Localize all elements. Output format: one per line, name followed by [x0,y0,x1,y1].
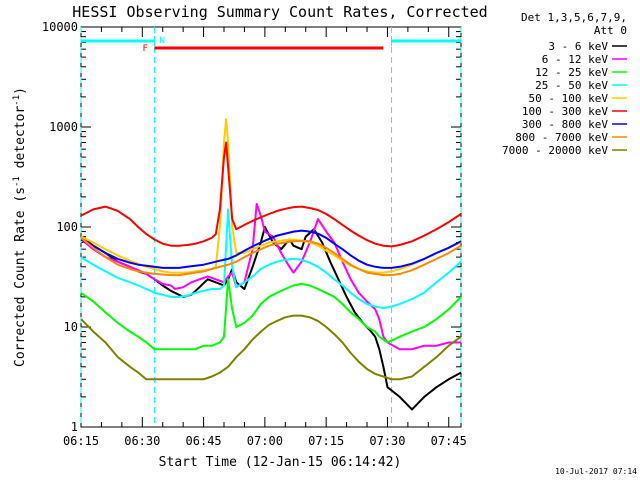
x-tick-label: 07:30 [369,434,405,448]
legend-item-label: 300 - 800 keV [522,118,608,131]
x-tick-label: 06:30 [124,434,160,448]
y-axis-label-mid: detector [13,106,28,177]
series-line-0 [80,226,462,411]
legend-header-detectors: Det 1,3,5,6,7,9, [521,11,627,24]
x-tick-label: 07:15 [308,434,344,448]
y-axis-label-main: Corrected Count Rate (s [13,187,28,367]
legend-item-label: 7000 - 20000 keV [502,144,608,157]
legend-item-label: 800 - 7000 keV [515,131,608,144]
y-tick-label: 10000 [42,20,78,34]
legend-item-label: 50 - 100 keV [529,92,609,105]
series-line-6 [80,229,462,269]
series-line-7 [80,237,462,277]
footer-timestamp: 10-Jul-2017 07:14 [555,467,637,476]
x-tick-label: 06:15 [63,434,99,448]
x-tick-label: 07:45 [431,434,467,448]
series-line-4 [80,118,462,274]
series-line-5 [80,141,462,248]
axis-ticks [80,26,461,428]
night-flag-label: N [160,36,165,46]
y-tick-label: 1 [71,420,78,434]
x-tick-labels: 06:15 06:30 06:45 07:00 07:15 07:30 07:45 [63,434,467,448]
x-axis-label: Start Time (12-Jan-15 06:14:42) [159,455,402,470]
chart-title: HESSI Observing Summary Count Rates, Cor… [72,3,487,21]
x-tick-label: 06:45 [186,434,222,448]
legend-item-label: 3 - 6 keV [548,40,608,53]
y-tick-label: 1000 [49,120,78,134]
series-line-3 [80,208,462,309]
y-tick-label: 10 [64,320,78,334]
legend-item-label: 100 - 300 keV [522,105,608,118]
x-tick-label: 07:00 [247,434,283,448]
y-tick-labels: 1 10 100 1000 10000 [42,20,78,434]
y-tick-label: 100 [56,220,78,234]
series-layer [80,118,462,411]
y-axis-label-sup2: -1 [12,95,22,106]
y-axis-label: Corrected Count Rate (s-1 detector-1) [12,87,28,367]
legend-item-label: 6 - 12 keV [542,53,609,66]
series-line-2 [80,278,462,351]
y-axis-label-sup: -1 [12,176,22,187]
data-flags: NF [80,27,462,427]
legend-item-label: 12 - 25 keV [535,66,608,79]
flare-flag-label: F [143,44,148,54]
legend-item-label: 25 - 50 keV [535,79,608,92]
series-line-1 [80,203,461,351]
series-line-8 [80,314,462,381]
y-axis-label-close: ) [13,87,28,95]
legend-header-attenuator: Att 0 [594,24,627,37]
